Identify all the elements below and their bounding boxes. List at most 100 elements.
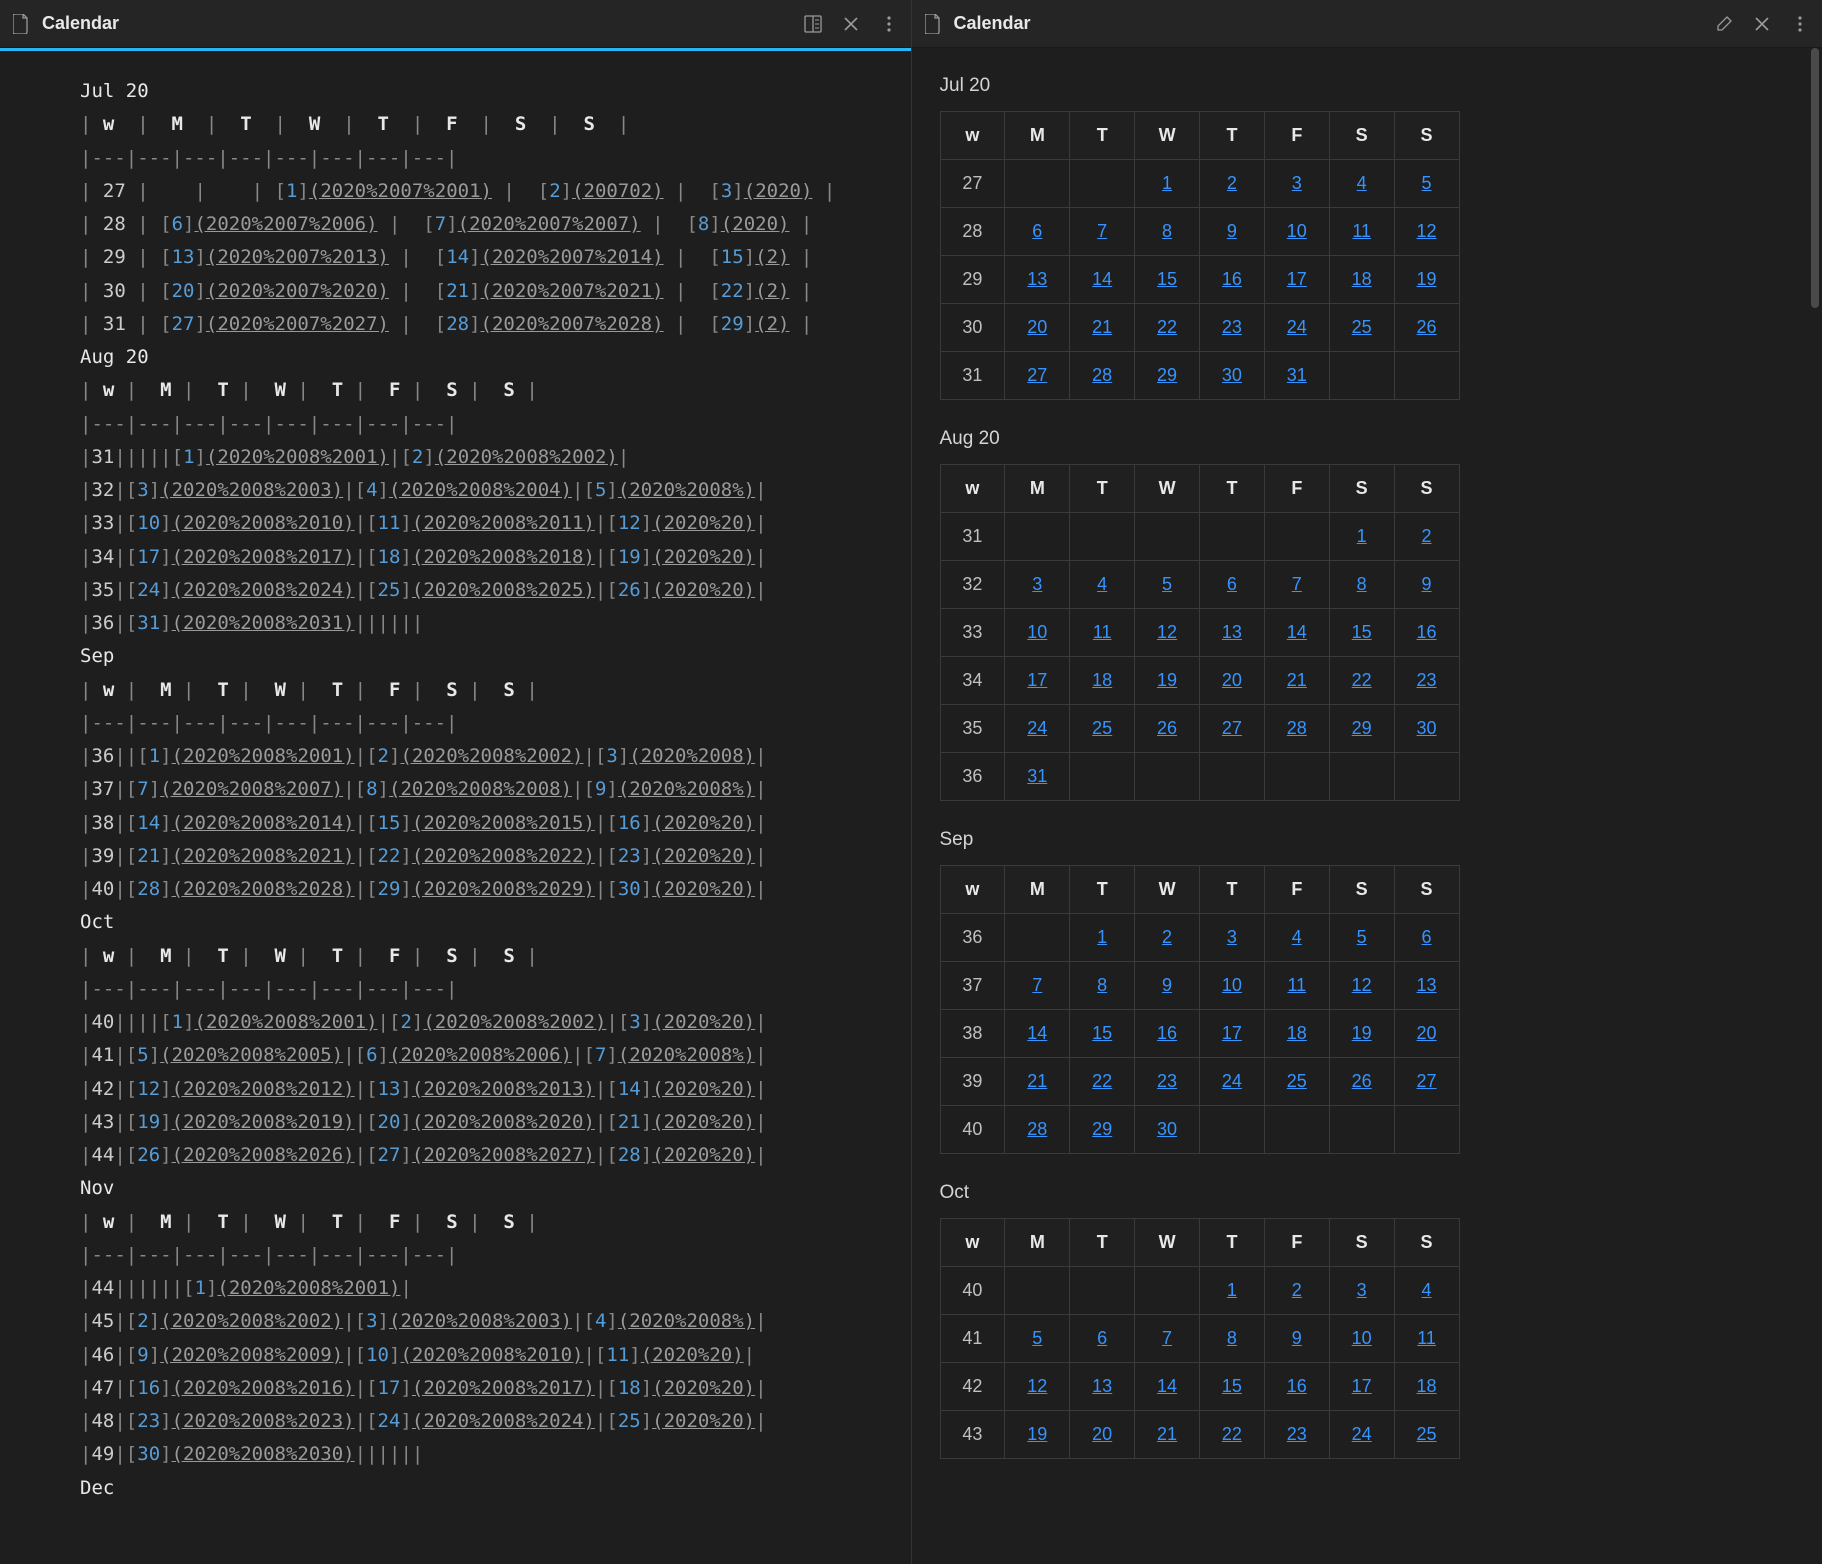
day-link[interactable]: 8 [1097,975,1107,995]
day-link[interactable]: 13 [1092,1376,1112,1396]
close-icon[interactable] [1752,14,1772,34]
day-link[interactable]: 8 [1357,574,1367,594]
source-link[interactable]: (2020%2008%2028) [172,878,355,900]
day-link[interactable]: 25 [1417,1424,1437,1444]
day-link[interactable]: 20 [1027,317,1047,337]
source-link[interactable]: (2020%2008%2024) [172,579,355,601]
source-link[interactable]: (2020%2008%2008) [389,778,572,800]
source-link[interactable]: (2020%2008%2009) [160,1344,343,1366]
source-link[interactable]: (2020%2008%2026) [172,1144,355,1166]
source-link[interactable]: (2020%2008%2031) [172,612,355,634]
source-link[interactable]: (2020%2008%2017) [412,1377,595,1399]
day-link[interactable]: 22 [1352,670,1372,690]
day-link[interactable]: 3 [1227,927,1237,947]
source-link[interactable]: (2020%2007%2027) [206,313,389,335]
day-link[interactable]: 19 [1352,1023,1372,1043]
source-link[interactable]: (2020%2008%2002) [423,1011,606,1033]
source-link[interactable]: (2020%2008%2025) [412,579,595,601]
source-link[interactable]: (2020%2008%) [618,479,755,501]
source-link[interactable]: (2020%2008%2015) [412,812,595,834]
day-link[interactable]: 2 [1227,173,1237,193]
source-link[interactable]: (2020%2008%2007) [160,778,343,800]
source-link[interactable]: (2020%2008%2022) [412,845,595,867]
day-link[interactable]: 12 [1417,221,1437,241]
day-link[interactable]: 14 [1027,1023,1047,1043]
day-link[interactable]: 22 [1157,317,1177,337]
source-link[interactable]: (2020%2008%2006) [389,1044,572,1066]
day-link[interactable]: 8 [1162,221,1172,241]
day-link[interactable]: 11 [1093,622,1112,642]
source-link[interactable]: (2020%2008%2004) [389,479,572,501]
day-link[interactable]: 30 [1222,365,1242,385]
day-link[interactable]: 27 [1417,1071,1437,1091]
source-link[interactable]: (2020%2007%2028) [481,313,664,335]
day-link[interactable]: 4 [1422,1280,1432,1300]
close-icon[interactable] [841,14,861,34]
source-link[interactable]: (2020%20) [652,546,755,568]
day-link[interactable]: 11 [1352,221,1371,241]
day-link[interactable]: 10 [1287,221,1307,241]
source-link[interactable]: (2020%2007%2020) [206,280,389,302]
day-link[interactable]: 24 [1222,1071,1242,1091]
day-link[interactable]: 16 [1417,622,1437,642]
day-link[interactable]: 28 [1287,718,1307,738]
source-link[interactable]: (2020%2008%2029) [412,878,595,900]
source-link[interactable]: (2020%2008%2012) [172,1078,355,1100]
source-link[interactable]: (2020%2008%2010) [172,512,355,534]
source-link[interactable]: (2020%2007%2007) [458,213,641,235]
day-link[interactable]: 18 [1287,1023,1307,1043]
day-link[interactable]: 21 [1092,317,1112,337]
day-link[interactable]: 24 [1027,718,1047,738]
day-link[interactable]: 5 [1032,1328,1042,1348]
day-link[interactable]: 10 [1352,1328,1372,1348]
day-link[interactable]: 7 [1097,221,1107,241]
day-link[interactable]: 11 [1417,1328,1436,1348]
day-link[interactable]: 6 [1227,574,1237,594]
day-link[interactable]: 3 [1292,173,1302,193]
source-link[interactable]: (2020%2007%2006) [194,213,377,235]
source-link[interactable]: (2020%2008%2019) [172,1111,355,1133]
day-link[interactable]: 29 [1352,718,1372,738]
day-link[interactable]: 23 [1157,1071,1177,1091]
edit-icon[interactable] [1714,14,1734,34]
source-link[interactable]: (2020%2008%) [618,778,755,800]
markdown-preview[interactable]: Jul 20wMTWTFSS27123452867891011122913141… [912,51,1822,1564]
day-link[interactable]: 13 [1417,975,1437,995]
day-link[interactable]: 1 [1227,1280,1237,1300]
day-link[interactable]: 6 [1097,1328,1107,1348]
day-link[interactable]: 28 [1027,1119,1047,1139]
day-link[interactable]: 12 [1352,975,1372,995]
day-link[interactable]: 18 [1352,269,1372,289]
day-link[interactable]: 2 [1422,526,1432,546]
source-link[interactable]: (2) [755,246,789,268]
scrollbar-thumb[interactable] [1811,48,1819,308]
day-link[interactable]: 5 [1162,574,1172,594]
source-link[interactable]: (2020%20) [652,1377,755,1399]
source-link[interactable]: (2020%2008%2021) [172,845,355,867]
source-link[interactable]: (2020%2008%2005) [160,1044,343,1066]
day-link[interactable]: 26 [1352,1071,1372,1091]
source-link[interactable]: (2) [755,313,789,335]
day-link[interactable]: 11 [1287,975,1306,995]
day-link[interactable]: 14 [1157,1376,1177,1396]
day-link[interactable]: 16 [1157,1023,1177,1043]
day-link[interactable]: 21 [1287,670,1307,690]
day-link[interactable]: 15 [1157,269,1177,289]
day-link[interactable]: 19 [1417,269,1437,289]
day-link[interactable]: 16 [1287,1376,1307,1396]
source-link[interactable]: (2020%20) [652,1011,755,1033]
day-link[interactable]: 15 [1352,622,1372,642]
day-link[interactable]: 12 [1157,622,1177,642]
day-link[interactable]: 15 [1222,1376,1242,1396]
source-link[interactable]: (2020%20) [652,1410,755,1432]
day-link[interactable]: 30 [1417,718,1437,738]
source-link[interactable]: (2020%2008%2002) [400,745,583,767]
day-link[interactable]: 24 [1287,317,1307,337]
day-link[interactable]: 4 [1097,574,1107,594]
source-link[interactable]: (2020%2008%2024) [412,1410,595,1432]
day-link[interactable]: 19 [1157,670,1177,690]
day-link[interactable]: 27 [1027,365,1047,385]
source-link[interactable]: (2020%2008%2001) [195,1011,378,1033]
day-link[interactable]: 21 [1027,1071,1047,1091]
source-link[interactable]: (2020) [721,213,790,235]
